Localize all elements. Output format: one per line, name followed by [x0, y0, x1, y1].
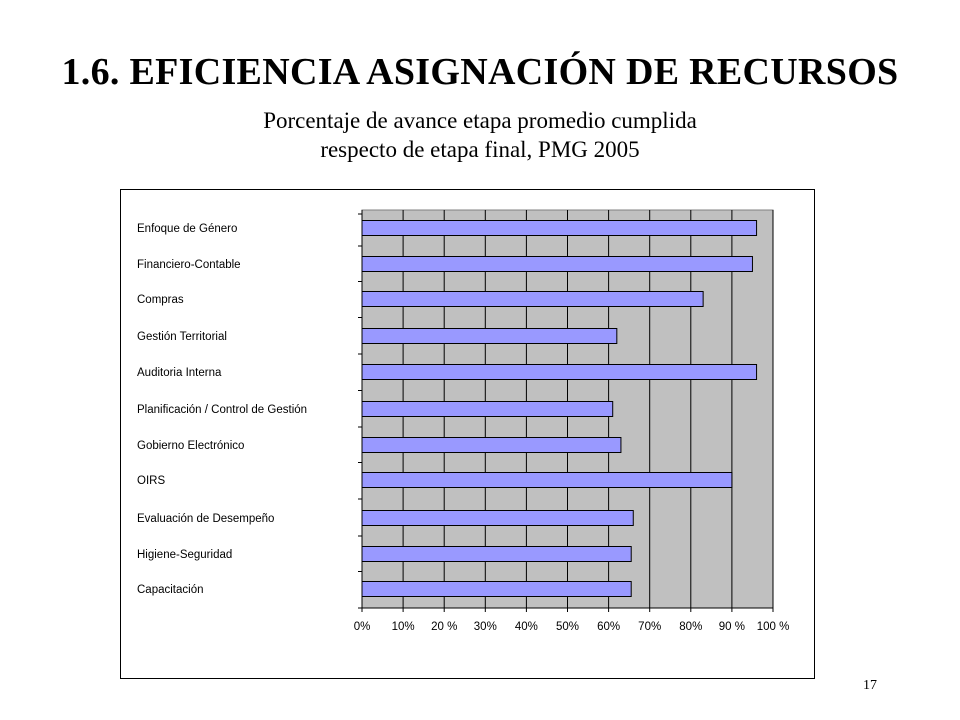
category-label-3: Gestión Territorial: [137, 331, 227, 343]
category-label-9: Higiene-Seguridad: [137, 549, 232, 561]
x-tick-label-0: 0%: [354, 621, 371, 633]
category-label-0: Enfoque de Género: [137, 223, 237, 235]
category-label-2: Compras: [137, 294, 184, 306]
x-tick-label-20: 20 %: [431, 621, 457, 633]
chart-frame: 0% 10% 20 % 30% 40% 50% 60% 70% 80% 90 % 100 % Enfo…: [120, 189, 815, 679]
slide-title: 1.6. EFICIENCIA ASIGNACIÓN DE RECURSOS: [61, 51, 899, 93]
bar-7: [361, 472, 733, 488]
x-tick-label-90: 90 %: [719, 621, 745, 633]
category-label-4: Auditoria Interna: [137, 367, 222, 379]
chart-subtitle: Porcentaje de avance etapa promedio cump…: [0, 106, 960, 164]
bar-4: [361, 364, 758, 380]
bar-3: [361, 328, 618, 344]
x-tick-label-50: 50%: [556, 621, 579, 633]
x-tick-label-100: 100 %: [757, 621, 790, 633]
x-tick-label-70: 70%: [638, 621, 661, 633]
bar-10: [361, 581, 632, 597]
bar-6: [361, 437, 622, 453]
bar-8: [361, 510, 634, 526]
category-label-6: Gobierno Electrónico: [137, 440, 244, 452]
x-tick-label-10: 10%: [392, 621, 415, 633]
category-label-5: Planificación / Control de Gestión: [137, 404, 307, 416]
category-label-1: Financiero-Contable: [137, 259, 241, 271]
page-number: 17: [863, 678, 877, 693]
category-label-8: Evaluación de Desempeño: [137, 513, 274, 525]
x-tick-label-60: 60%: [597, 621, 620, 633]
category-label-10: Capacitación: [137, 584, 203, 596]
bar-9: [361, 546, 632, 562]
x-tick-label-30: 30%: [474, 621, 497, 633]
category-label-7: OIRS: [137, 475, 165, 487]
x-tick-label-40: 40%: [515, 621, 538, 633]
bar-chart: 0% 10% 20 % 30% 40% 50% 60% 70% 80% 90 % 100 % Enfo…: [137, 209, 790, 633]
chart-subtitle-line-1: Porcentaje de avance etapa promedio cump…: [263, 108, 697, 133]
x-tick-label-80: 80%: [679, 621, 702, 633]
chart-subtitle-line-2: respecto de etapa final, PMG 2005: [320, 137, 640, 162]
bar-5: [361, 401, 614, 417]
bar-2: [361, 291, 704, 307]
bar-1: [361, 256, 753, 272]
bar-0: [361, 220, 758, 236]
